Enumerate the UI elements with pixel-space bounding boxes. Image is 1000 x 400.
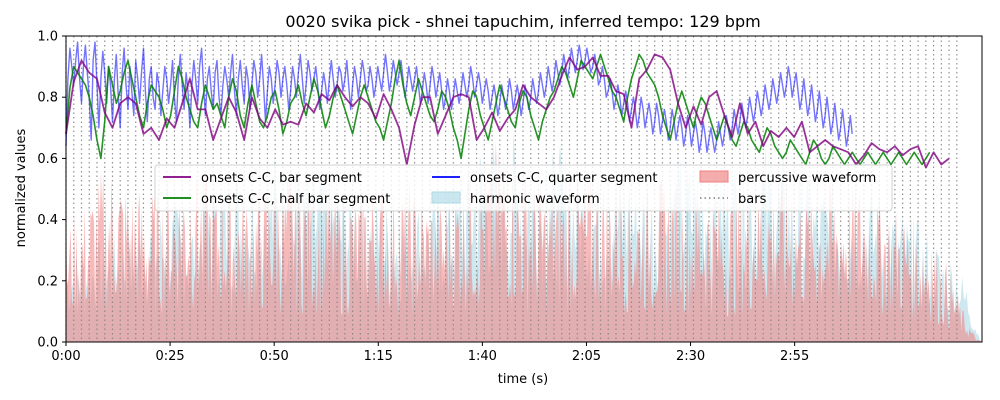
x-axis-ticks: 0:00 0:25 0:50 1:15 1:40 2:05 2:30 2:55 bbox=[51, 342, 809, 364]
y-tick-label: 0.2 bbox=[37, 274, 58, 289]
legend-label: onsets C-C, quarter segment bbox=[470, 171, 657, 186]
x-tick-label: 0:25 bbox=[155, 349, 184, 364]
legend-label: harmonic waveform bbox=[470, 192, 600, 207]
x-tick-label: 0:50 bbox=[260, 349, 289, 364]
x-axis-title: time (s) bbox=[498, 372, 548, 387]
legend-swatch-percussive bbox=[699, 170, 729, 183]
x-tick-label: 0:00 bbox=[51, 349, 80, 364]
x-tick-label: 2:05 bbox=[572, 349, 601, 364]
series-line-quarter-segment bbox=[65, 41, 853, 154]
legend-label: onsets C-C, half bar segment bbox=[201, 192, 390, 207]
onset-lines-layer bbox=[65, 41, 950, 169]
y-tick-label: 1.0 bbox=[37, 30, 58, 45]
percussive-waveform-area bbox=[66, 146, 982, 342]
y-tick-label: 0.6 bbox=[37, 152, 58, 167]
series-line-bar-segment bbox=[65, 53, 950, 169]
legend-label: bars bbox=[738, 192, 767, 207]
y-tick-label: 0.8 bbox=[37, 91, 58, 106]
y-axis-title: normalized values bbox=[14, 128, 29, 247]
chart-title: 0020 svika pick - shnei tapuchim, inferr… bbox=[285, 12, 760, 31]
y-axis-ticks: 0.0 0.2 0.4 0.6 0.8 1.0 bbox=[37, 30, 66, 351]
legend-swatch-harmonic bbox=[431, 191, 461, 204]
series-line-half-bar-segment bbox=[65, 53, 931, 166]
x-tick-label: 1:40 bbox=[468, 349, 497, 364]
x-tick-label: 2:55 bbox=[780, 349, 809, 364]
x-tick-label: 1:15 bbox=[364, 349, 393, 364]
legend-label: percussive waveform bbox=[738, 171, 876, 186]
waveform-layer bbox=[66, 131, 982, 342]
x-tick-label: 2:30 bbox=[676, 349, 705, 364]
plot-frame bbox=[65, 35, 983, 343]
y-tick-label: 0.0 bbox=[37, 336, 58, 351]
legend: onsets C-C, bar segment onsets C-C, half … bbox=[154, 164, 893, 212]
legend-label: onsets C-C, bar segment bbox=[201, 171, 362, 186]
y-tick-label: 0.4 bbox=[37, 213, 58, 228]
